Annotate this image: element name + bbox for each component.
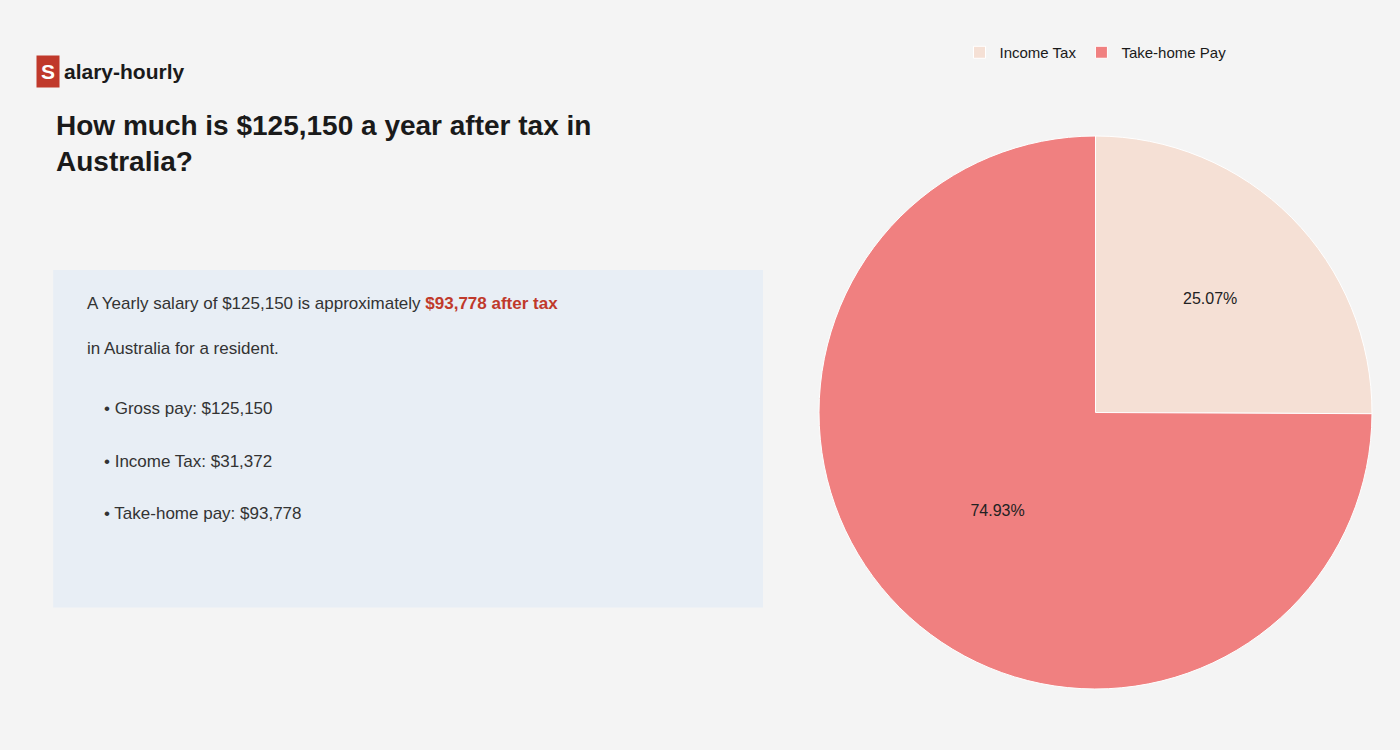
svg-text:Take-home Pay: Take-home Pay (1121, 44, 1226, 61)
svg-text:S: S (41, 60, 55, 83)
svg-text:Income Tax: Income Tax (1000, 44, 1077, 61)
svg-text:25.07%: 25.07% (1183, 290, 1237, 307)
svg-text:• Take-home pay: $93,778: • Take-home pay: $93,778 (104, 504, 302, 523)
svg-text:74.93%: 74.93% (970, 502, 1024, 519)
svg-text:alary-hourly: alary-hourly (64, 60, 185, 83)
svg-text:in Australia for a resident.: in Australia for a resident. (87, 339, 279, 358)
svg-text:How much is $125,150 a year af: How much is $125,150 a year after tax in… (56, 110, 591, 177)
svg-text:A Yearly salary of $125,150 is: A Yearly salary of $125,150 is approxima… (87, 294, 558, 313)
svg-text:• Gross pay: $125,150: • Gross pay: $125,150 (104, 399, 273, 418)
svg-text:• Income Tax: $31,372: • Income Tax: $31,372 (104, 452, 272, 471)
